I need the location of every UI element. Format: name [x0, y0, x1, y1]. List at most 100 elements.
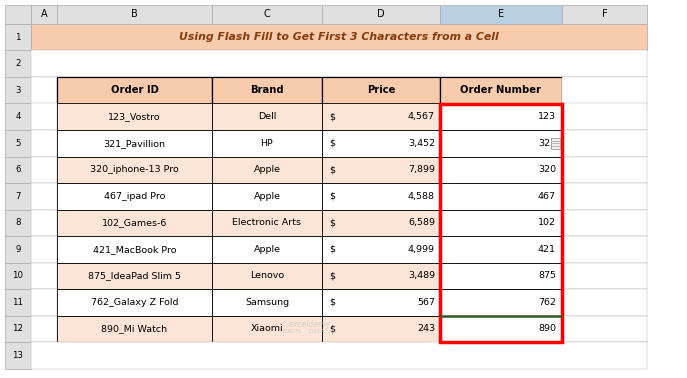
Text: Lenovo: Lenovo: [250, 271, 284, 280]
Bar: [562, 104, 647, 130]
Bar: [322, 156, 440, 183]
Text: 123: 123: [538, 112, 556, 121]
Text: 567: 567: [417, 298, 435, 307]
Text: $: $: [329, 192, 335, 201]
Bar: [31, 209, 57, 236]
Bar: [57, 5, 212, 24]
Text: Order ID: Order ID: [111, 85, 159, 95]
Bar: [562, 183, 647, 209]
Text: Apple: Apple: [254, 245, 280, 254]
Text: Brand: Brand: [250, 85, 284, 95]
Bar: [322, 289, 440, 316]
Bar: [57, 77, 212, 104]
Text: Apple: Apple: [254, 165, 280, 174]
Text: 9: 9: [15, 245, 21, 254]
Bar: [440, 104, 562, 342]
Bar: [562, 77, 647, 104]
Text: EXCEL · DATA · BI: EXCEL · DATA · BI: [282, 329, 337, 334]
Text: 1: 1: [15, 33, 21, 42]
Bar: [322, 130, 440, 156]
Text: 2: 2: [15, 59, 21, 68]
Bar: [440, 316, 562, 342]
Text: 4,567: 4,567: [408, 112, 435, 121]
Text: 6,589: 6,589: [408, 218, 435, 227]
Bar: [212, 156, 322, 183]
Bar: [551, 138, 560, 149]
Bar: [562, 262, 647, 289]
Bar: [212, 209, 322, 236]
Bar: [5, 156, 31, 183]
Bar: [212, 236, 322, 262]
Text: 11: 11: [12, 298, 23, 307]
Text: Xiaomi: Xiaomi: [251, 324, 283, 333]
Text: 875_IdeaPad Slim 5: 875_IdeaPad Slim 5: [88, 271, 181, 280]
Bar: [57, 156, 212, 183]
Bar: [212, 289, 322, 316]
Bar: [322, 77, 440, 104]
Bar: [31, 316, 57, 342]
Text: 320: 320: [538, 165, 556, 174]
Bar: [57, 130, 212, 156]
Text: 102: 102: [538, 218, 556, 227]
Bar: [440, 289, 562, 316]
Bar: [31, 51, 647, 77]
Text: 890_Mi Watch: 890_Mi Watch: [102, 324, 168, 333]
Text: 3,489: 3,489: [408, 271, 435, 280]
Bar: [322, 5, 440, 24]
Bar: [31, 342, 647, 369]
Text: Price: Price: [367, 85, 395, 95]
Text: 467_ipad Pro: 467_ipad Pro: [104, 192, 165, 201]
Bar: [31, 183, 57, 209]
Text: A: A: [41, 9, 47, 20]
Text: 4: 4: [15, 112, 21, 121]
Text: 321: 321: [538, 139, 556, 148]
Text: $: $: [329, 298, 335, 307]
Bar: [440, 156, 562, 183]
Text: $: $: [329, 324, 335, 333]
Bar: [322, 236, 440, 262]
Bar: [5, 24, 31, 51]
Text: 7,899: 7,899: [408, 165, 435, 174]
Text: 762: 762: [538, 298, 556, 307]
Text: 467: 467: [538, 192, 556, 201]
Text: $: $: [329, 245, 335, 254]
Bar: [31, 156, 57, 183]
Text: Dell: Dell: [258, 112, 276, 121]
Bar: [440, 5, 562, 24]
Bar: [5, 316, 31, 342]
Bar: [562, 236, 647, 262]
Text: 102_Games-6: 102_Games-6: [102, 218, 167, 227]
Bar: [440, 130, 562, 156]
Bar: [562, 130, 647, 156]
Bar: [5, 289, 31, 316]
Bar: [440, 183, 562, 209]
Bar: [562, 5, 647, 24]
Bar: [440, 236, 562, 262]
Bar: [5, 77, 31, 104]
Text: 321_Pavillion: 321_Pavillion: [104, 139, 166, 148]
Bar: [57, 289, 212, 316]
Text: HP: HP: [260, 139, 273, 148]
Bar: [440, 104, 562, 130]
Bar: [562, 316, 647, 342]
Bar: [31, 77, 57, 104]
Text: D: D: [377, 9, 385, 20]
Text: $: $: [329, 139, 335, 148]
Bar: [440, 262, 562, 289]
Bar: [5, 183, 31, 209]
Bar: [57, 183, 212, 209]
Bar: [440, 77, 562, 104]
Text: $: $: [329, 271, 335, 280]
Text: 4,999: 4,999: [408, 245, 435, 254]
Text: 421: 421: [538, 245, 556, 254]
Bar: [57, 104, 212, 130]
Bar: [562, 289, 647, 316]
Text: 875: 875: [538, 271, 556, 280]
Text: $: $: [329, 165, 335, 174]
Bar: [5, 262, 31, 289]
Text: Electronic Arts: Electronic Arts: [232, 218, 302, 227]
Bar: [440, 209, 562, 236]
Text: 13: 13: [12, 351, 23, 360]
Text: C: C: [264, 9, 271, 20]
Bar: [31, 130, 57, 156]
